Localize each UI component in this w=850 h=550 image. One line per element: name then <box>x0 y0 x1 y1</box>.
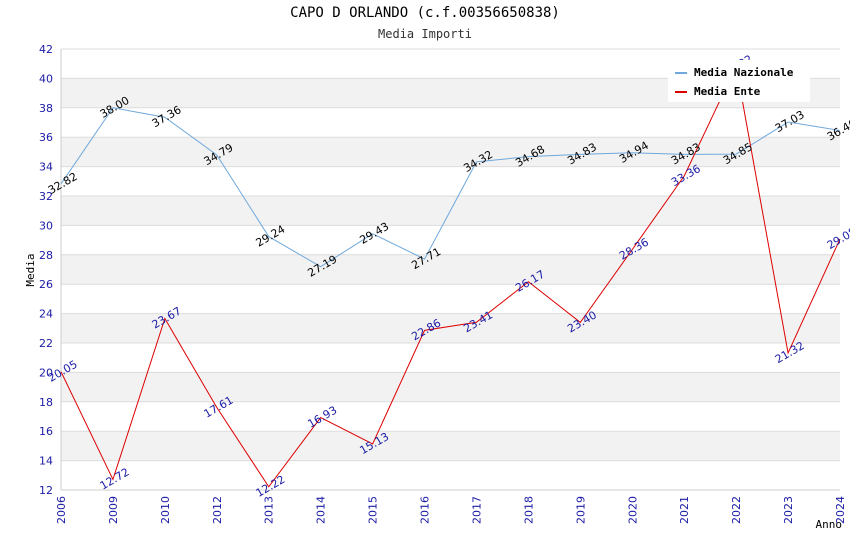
x-tick-label: 2014 <box>315 496 328 524</box>
x-tick-label: 2006 <box>55 496 68 524</box>
data-label: 12.22 <box>254 473 288 500</box>
data-label: 36.46 <box>825 116 850 143</box>
x-tick-label: 2024 <box>834 496 847 524</box>
grid-band <box>61 137 840 167</box>
y-axis-label: Media <box>24 253 37 286</box>
y-tick-label: 18 <box>39 396 53 409</box>
grid-band <box>61 431 840 461</box>
y-tick-label: 40 <box>39 72 53 85</box>
legend-entry: Media Nazionale <box>694 66 794 79</box>
x-tick-label: 2012 <box>211 496 224 524</box>
data-label: 37.03 <box>773 108 807 135</box>
x-tick-label: 2009 <box>107 496 120 524</box>
series-line-media-ente <box>60 64 841 488</box>
x-tick-label: 2018 <box>522 496 535 524</box>
x-tick-label: 2017 <box>470 496 483 524</box>
legend: Media Nazionale Media Ente <box>668 60 810 102</box>
y-tick-label: 12 <box>39 484 53 497</box>
x-tick-label: 2020 <box>626 496 639 524</box>
series-lines <box>60 64 841 488</box>
legend-entry: Media Ente <box>694 85 761 98</box>
x-tick-labels: 2006 2009 2010 2012 2013 2014 2015 2016 2017 2018… <box>55 496 847 524</box>
y-tick-label: 34 <box>39 161 53 174</box>
y-tick-label: 42 <box>39 43 53 56</box>
x-tick-label: 2022 <box>730 496 743 524</box>
y-tick-label: 20 <box>39 366 53 379</box>
x-tick-label: 2021 <box>678 496 691 524</box>
grid-band <box>61 372 840 402</box>
x-tick-label: 2016 <box>419 496 432 524</box>
chart-subtitle: Media Importi <box>378 27 472 41</box>
x-tick-label: 2010 <box>159 496 172 524</box>
grid-band <box>61 254 840 285</box>
x-axis-label: Anno <box>816 518 843 531</box>
x-tick-label: 2023 <box>782 496 795 524</box>
y-tick-label: 38 <box>39 102 53 115</box>
grid-band <box>61 313 840 343</box>
y-tick-label: 22 <box>39 337 53 350</box>
x-tick-label: 2015 <box>367 496 380 524</box>
data-label: 29.24 <box>254 223 288 250</box>
y-tick-label: 26 <box>39 278 53 291</box>
x-tick-label: 2019 <box>574 496 587 524</box>
y-tick-label: 16 <box>39 425 53 438</box>
legend-box <box>668 60 810 102</box>
chart-title: CAPO D ORLANDO (c.f.00356650838) <box>290 5 560 21</box>
y-tick-label: 36 <box>39 131 53 144</box>
data-label: 12.72 <box>98 465 132 492</box>
y-tick-label: 24 <box>39 308 53 321</box>
x-tick-label: 2013 <box>263 496 276 524</box>
y-tick-labels: 12 14 16 18 20 22 24 26 28 30 32 34 36 38 40 42 <box>39 43 53 497</box>
data-label: 29.08 <box>825 225 850 252</box>
data-label: 32.82 <box>46 170 80 197</box>
y-tick-label: 14 <box>39 455 53 468</box>
axes <box>60 49 840 491</box>
data-label: 16.93 <box>306 404 340 431</box>
y-tick-label: 32 <box>39 190 53 203</box>
y-tick-label: 28 <box>39 249 53 262</box>
y-tick-label: 30 <box>39 219 53 232</box>
grid-bands <box>61 78 840 461</box>
series-line-media-nazionale <box>60 107 841 268</box>
